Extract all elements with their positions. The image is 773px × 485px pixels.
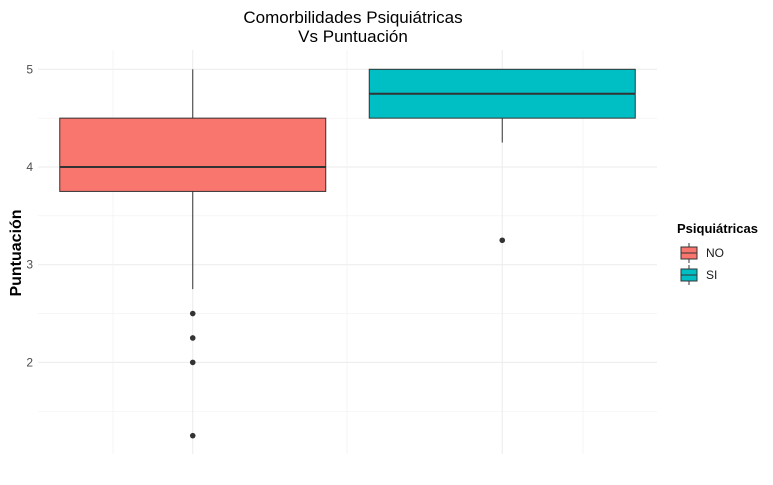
legend: Psiquiátricas NO SI <box>677 221 758 285</box>
y-axis-title: Puntuación <box>8 209 25 296</box>
outlier-point <box>499 237 506 244</box>
outlier-point <box>189 359 196 366</box>
y-tick-label: 5 <box>26 62 33 76</box>
chart-title-line-2: Vs Puntuación <box>298 27 408 46</box>
outlier-point <box>189 432 196 439</box>
y-tick-label: 2 <box>26 355 33 369</box>
outlier-point <box>189 335 196 341</box>
y-tick-label: 3 <box>26 258 33 272</box>
box-no <box>59 69 327 439</box>
legend-entry-no: NO <box>680 243 724 263</box>
box-body <box>59 117 327 192</box>
chart-title-line-1: Comorbilidades Psiquiátricas <box>243 8 462 27</box>
boxplot-series <box>59 68 636 439</box>
y-tick-labels: 2 3 4 5 <box>26 62 33 369</box>
y-tick-label: 4 <box>26 160 33 174</box>
legend-title: Psiquiátricas <box>677 221 758 236</box>
outlier-point <box>189 310 196 317</box>
box-si <box>368 68 636 244</box>
legend-label: NO <box>706 246 724 260</box>
legend-entry-si: SI <box>680 265 717 285</box>
legend-label: SI <box>706 268 717 282</box>
